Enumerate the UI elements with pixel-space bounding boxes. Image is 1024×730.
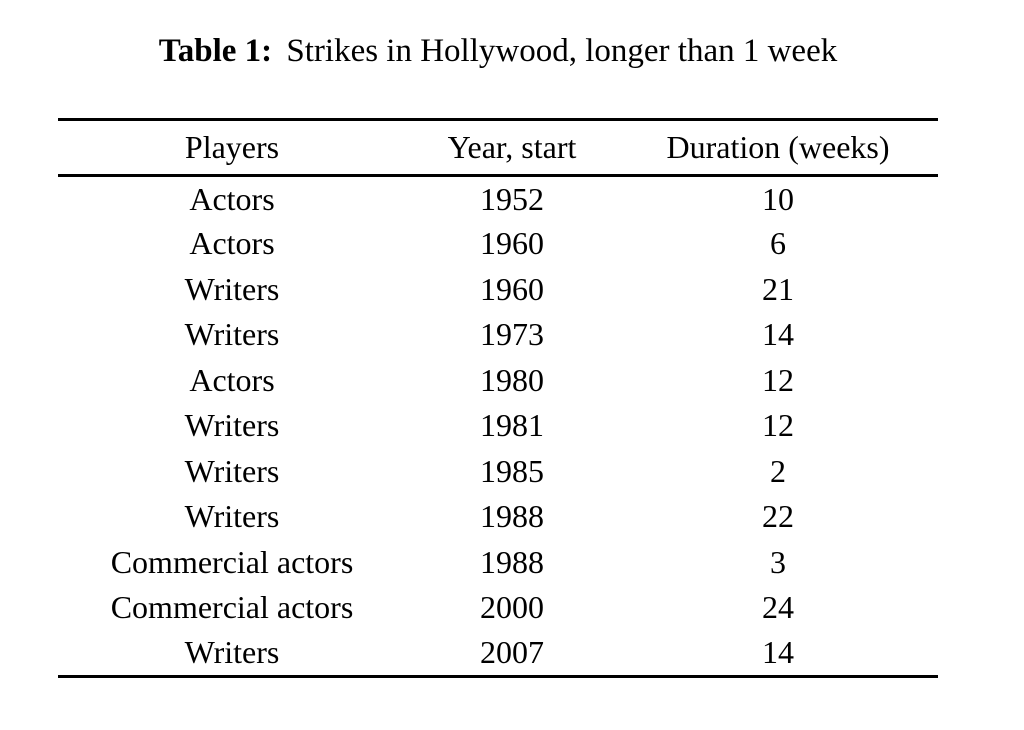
cell-duration-weeks: 21: [762, 270, 794, 307]
table-row: Writers 2007 14: [58, 631, 938, 677]
cell-players: Writers: [184, 270, 280, 307]
table-row: Writers 1973 14: [58, 312, 938, 358]
table-row: Actors 1960 6: [58, 221, 938, 267]
cell-players: Actors: [189, 225, 275, 262]
cell-players: Commercial actors: [110, 543, 354, 580]
header-row: Players Year, start Duration (weeks): [58, 120, 938, 176]
cell-year-start: 1980: [480, 361, 544, 398]
cell-year-start: 1988: [480, 543, 544, 580]
cell-year-start: 1988: [480, 498, 544, 535]
cell-players: Actors: [189, 180, 275, 217]
cell-players: Writers: [184, 498, 280, 535]
cell-players: Writers: [184, 316, 280, 353]
table-row: Writers 1985 2: [58, 449, 938, 495]
cell-year-start: 1973: [480, 316, 544, 353]
cell-year-start: 2007: [480, 634, 544, 670]
table-row: Actors 1980 12: [58, 358, 938, 404]
cell-duration-weeks: 12: [762, 407, 794, 444]
cell-players: Writers: [184, 407, 280, 444]
strikes-table: Players Year, start Duration (weeks) Actor…: [58, 118, 938, 678]
table-row: Commercial actors 1988 3: [58, 540, 938, 586]
cell-duration-weeks: 10: [762, 180, 794, 217]
cell-duration-weeks: 14: [762, 634, 794, 670]
cell-duration-weeks: 24: [762, 589, 794, 626]
cell-year-start: 1960: [480, 225, 544, 262]
cell-year-start: 1960: [480, 270, 544, 307]
table-row: Actors 1952 10: [58, 176, 938, 222]
cell-duration-weeks: 6: [770, 225, 786, 262]
table-row: Writers 1988 22: [58, 494, 938, 540]
table-row: Writers 1981 12: [58, 403, 938, 449]
cell-year-start: 2000: [480, 589, 544, 626]
table-caption-title: Strikes in Hollywood, longer than 1 week: [286, 33, 838, 69]
cell-duration-weeks: 2: [770, 452, 786, 489]
strikes-table-header: Players Year, start Duration (weeks): [58, 120, 938, 176]
cell-duration-weeks: 12: [762, 361, 794, 398]
cell-players: Writers: [184, 634, 280, 670]
table-row: Writers 1960 21: [58, 267, 938, 313]
cell-players: Writers: [184, 452, 280, 489]
table-row: Commercial actors 2000 24: [58, 585, 938, 631]
table-caption-label: Table 1:: [158, 33, 273, 69]
column-header: Year, start: [447, 129, 577, 165]
cell-year-start: 1985: [480, 452, 544, 489]
cell-players: Actors: [189, 361, 275, 398]
cell-duration-weeks: 22: [762, 498, 794, 535]
cell-year-start: 1952: [480, 180, 544, 217]
cell-year-start: 1981: [480, 407, 544, 444]
cell-duration-weeks: 3: [770, 543, 786, 580]
cell-duration-weeks: 14: [762, 316, 794, 353]
column-header: Duration (weeks): [666, 129, 890, 165]
table-caption: Table 1: Strikes in Hollywood, longer th…: [58, 33, 938, 71]
cell-players: Commercial actors: [110, 589, 354, 626]
strikes-table-body: Actors 1952 10 Actors 1960 6 Writers 1960 21 Writ…: [58, 176, 938, 677]
column-header: Players: [184, 129, 280, 165]
